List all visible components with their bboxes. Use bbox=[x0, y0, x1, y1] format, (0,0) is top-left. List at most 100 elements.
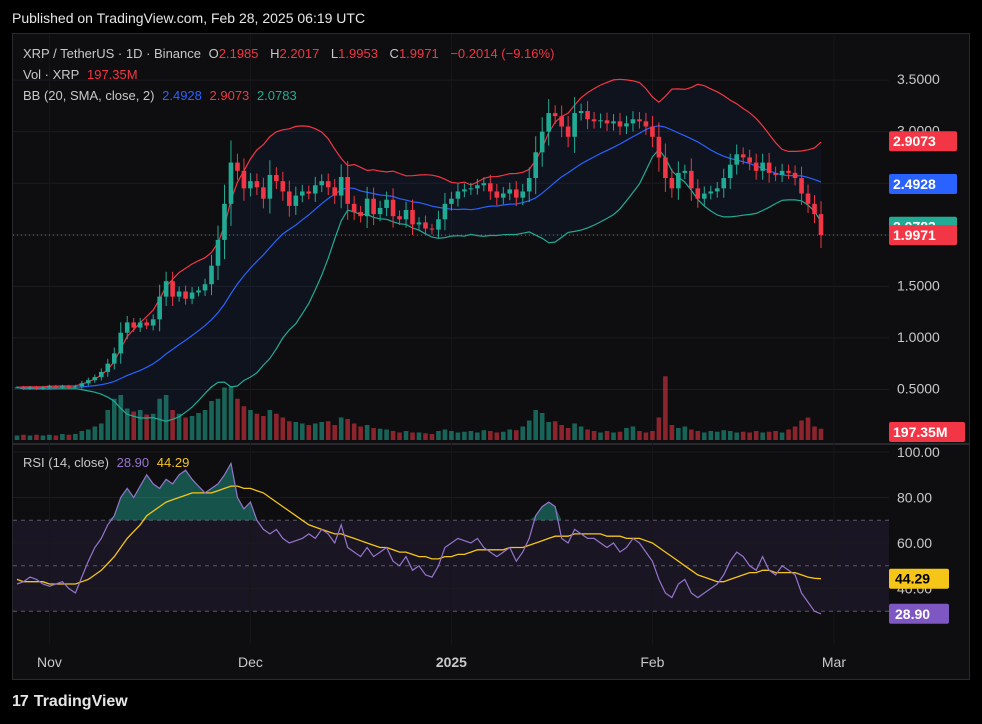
volume-bar bbox=[377, 428, 383, 440]
candle-body bbox=[552, 113, 558, 117]
candle-body bbox=[455, 191, 461, 199]
volume-bar bbox=[403, 431, 409, 440]
volume-bar bbox=[319, 422, 325, 440]
volume-bar bbox=[805, 417, 811, 440]
candle-body bbox=[47, 386, 52, 388]
volume-bar bbox=[818, 428, 824, 440]
candle-body bbox=[312, 185, 318, 194]
price-tick-label: 0.5000 bbox=[897, 380, 940, 396]
price-tag-label: 1.9971 bbox=[893, 227, 936, 243]
volume-bar bbox=[299, 423, 305, 440]
volume-bar bbox=[287, 421, 292, 440]
volume-bar bbox=[209, 401, 214, 440]
candle-body bbox=[513, 189, 519, 198]
candle-body bbox=[585, 111, 590, 120]
volume-bar bbox=[533, 410, 539, 440]
candle-body bbox=[449, 198, 454, 204]
volume-bar bbox=[462, 431, 467, 440]
volume-bar bbox=[734, 432, 740, 440]
volume-bar bbox=[663, 376, 668, 440]
volume-bar bbox=[306, 425, 312, 440]
volume-bar bbox=[617, 431, 623, 440]
volume-bar bbox=[468, 431, 474, 440]
candle-body bbox=[676, 172, 681, 189]
candle-body bbox=[111, 353, 117, 364]
volume-bar bbox=[488, 431, 493, 440]
rsi-label[interactable]: RSI (14, close) bbox=[23, 455, 109, 470]
volume-bar bbox=[215, 398, 221, 440]
volume-bar bbox=[79, 431, 85, 440]
footer-brand[interactable]: 17 TradingView bbox=[12, 693, 128, 711]
candle-body bbox=[468, 188, 474, 190]
volume-bar bbox=[442, 429, 448, 440]
chart-svg[interactable]: 3.50003.00002.50002.00001.50001.00000.50… bbox=[13, 34, 969, 679]
candle-body bbox=[124, 322, 130, 333]
candle-body bbox=[325, 181, 331, 188]
bb-label[interactable]: BB (20, SMA, close, 2) bbox=[23, 88, 155, 103]
candle-body bbox=[578, 111, 584, 114]
volume-bar bbox=[47, 434, 52, 440]
candle-body bbox=[714, 188, 720, 192]
candle-body bbox=[481, 183, 487, 186]
symbol-name[interactable]: XRP / TetherUS · 1D · Binance bbox=[23, 46, 201, 61]
candle-body bbox=[533, 152, 539, 179]
volume-label[interactable]: Vol · XRP bbox=[23, 67, 80, 82]
volume-bar bbox=[118, 395, 124, 440]
volume-bar bbox=[131, 411, 137, 440]
candle-body bbox=[189, 292, 195, 299]
candle-body bbox=[34, 387, 39, 389]
volume-bar bbox=[364, 425, 370, 440]
volume-bar bbox=[390, 431, 396, 440]
candle-body bbox=[526, 178, 532, 192]
tradingview-logo-icon: 17 bbox=[12, 693, 29, 710]
candle-body bbox=[40, 387, 46, 389]
candle-body bbox=[241, 170, 247, 189]
candle-body bbox=[53, 386, 59, 388]
rsi-legend: RSI (14, close) 28.90 44.29 bbox=[23, 455, 193, 470]
volume-bar bbox=[520, 426, 526, 440]
candle-body bbox=[86, 380, 91, 384]
candle-body bbox=[429, 228, 435, 230]
candle-body bbox=[598, 120, 603, 122]
candle-body bbox=[299, 191, 305, 196]
time-axis-label: Nov bbox=[37, 654, 62, 670]
volume-bar bbox=[747, 432, 752, 440]
candle-body bbox=[261, 187, 266, 199]
candle-body bbox=[137, 322, 143, 328]
open-value: 2.1985 bbox=[218, 46, 259, 61]
rsi-tick-label: 100.00 bbox=[897, 444, 940, 460]
volume-bar bbox=[585, 429, 590, 440]
rsi-ma-tag bbox=[889, 568, 949, 589]
volume-bar bbox=[598, 432, 603, 440]
bb-upper-value: 2.9073 bbox=[209, 88, 250, 103]
volume-bar bbox=[572, 423, 577, 440]
volume-bar bbox=[124, 408, 130, 440]
candle-body bbox=[656, 136, 662, 158]
volume-bar bbox=[410, 432, 415, 440]
chart-frame[interactable]: 3.50003.00002.50002.00001.50001.00000.50… bbox=[12, 33, 970, 680]
price-tag bbox=[889, 225, 957, 246]
volume-bar bbox=[267, 410, 273, 440]
candle-body bbox=[721, 178, 727, 189]
candle-body bbox=[643, 121, 649, 127]
volume-bar bbox=[500, 431, 506, 440]
volume-bar bbox=[475, 432, 480, 440]
candle-body bbox=[805, 193, 811, 204]
volume-bar bbox=[650, 431, 655, 440]
candle-body bbox=[779, 170, 785, 175]
volume-bar bbox=[66, 434, 72, 440]
candle-body bbox=[14, 387, 20, 389]
candle-body bbox=[222, 203, 227, 240]
volume-bar bbox=[34, 434, 39, 440]
candle-body bbox=[488, 183, 493, 192]
candle-body bbox=[572, 113, 577, 137]
volume-bar bbox=[637, 431, 642, 440]
volume-bar bbox=[773, 431, 778, 440]
volume-bar bbox=[695, 431, 701, 440]
candle-body bbox=[727, 164, 733, 179]
candle-body bbox=[196, 290, 201, 293]
candle-body bbox=[131, 322, 137, 328]
candle-body bbox=[630, 119, 636, 124]
candle-body bbox=[280, 181, 286, 192]
candle-body bbox=[410, 210, 415, 225]
